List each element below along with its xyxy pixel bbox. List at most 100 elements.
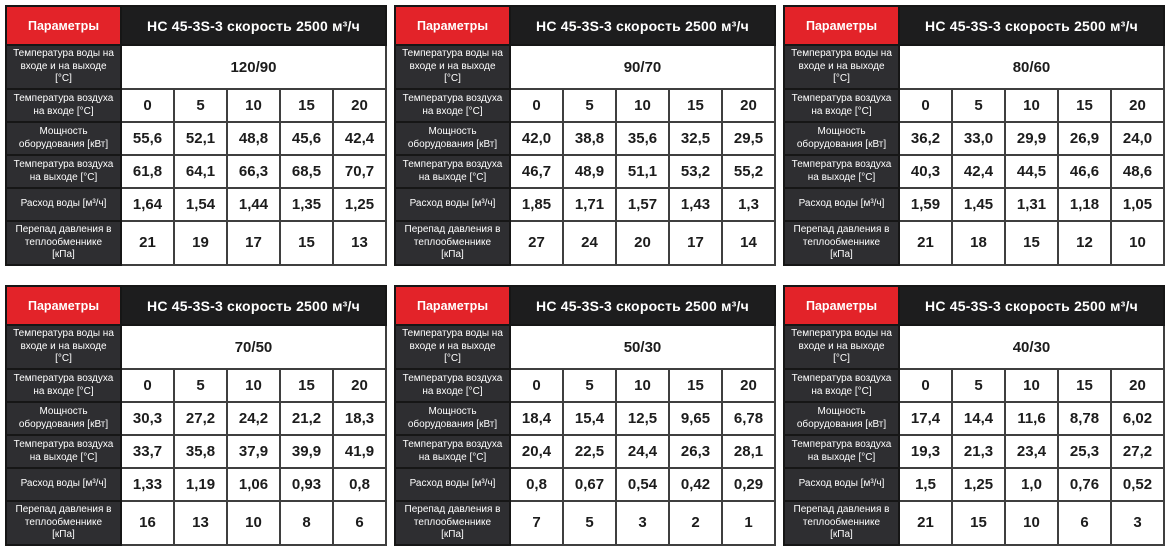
water-flow-label: Расход воды [м³/ч] (5, 467, 122, 502)
power-value: 6,02 (1110, 401, 1165, 436)
air-in-row: Температура воздуха на входе [°С] 0 5 10… (394, 88, 776, 123)
air-in-value: 20 (721, 368, 776, 403)
table-header-row: Параметры НС 45-3S-3 скорость 2500 м³/ч (5, 5, 387, 46)
pressure-drop-value: 10 (226, 500, 281, 546)
water-temp-value: 40/30 (898, 324, 1165, 370)
air-in-value: 5 (562, 368, 617, 403)
power-value: 18,4 (509, 401, 564, 436)
air-in-value: 0 (509, 88, 564, 123)
air-in-row: Температура воздуха на входе [°С] 0 5 10… (5, 88, 387, 123)
air-out-value: 28,1 (721, 434, 776, 469)
water-temp-label: Температура воды на входе и на выходе [°… (5, 44, 122, 90)
table-title: НС 45-3S-3 скорость 2500 м³/ч (509, 285, 776, 326)
table-header-row: Параметры НС 45-3S-3 скорость 2500 м³/ч (394, 5, 776, 46)
air-in-value: 15 (1057, 368, 1112, 403)
power-label: Мощность оборудования [кВт] (394, 121, 511, 156)
air-out-label: Температура воздуха на выходе [°С] (783, 154, 900, 189)
air-in-value: 0 (509, 368, 564, 403)
air-out-value: 41,9 (332, 434, 387, 469)
water-flow-label: Расход воды [м³/ч] (5, 187, 122, 222)
water-flow-value: 1,71 (562, 187, 617, 222)
air-out-row: Температура воздуха на выходе [°С] 33,7 … (5, 434, 387, 469)
power-label: Мощность оборудования [кВт] (394, 401, 511, 436)
power-label: Мощность оборудования [кВт] (5, 121, 122, 156)
air-out-value: 48,9 (562, 154, 617, 189)
water-flow-value: 1,33 (120, 467, 175, 502)
pressure-drop-value: 10 (1110, 220, 1165, 266)
air-out-value: 33,7 (120, 434, 175, 469)
water-flow-value: 0,76 (1057, 467, 1112, 502)
pressure-drop-row: Перепад давления в теплообменнике [кПа] … (394, 220, 776, 266)
water-temp-label: Температура воды на входе и на выходе [°… (783, 324, 900, 370)
parameters-header: Параметры (5, 285, 122, 326)
pressure-drop-value: 17 (668, 220, 723, 266)
air-in-value: 20 (721, 88, 776, 123)
air-in-value: 5 (173, 88, 228, 123)
air-in-value: 0 (120, 88, 175, 123)
spec-table: Параметры НС 45-3S-3 скорость 2500 м³/ч … (394, 285, 776, 546)
pressure-drop-value: 1 (721, 500, 776, 546)
air-in-value: 15 (668, 368, 723, 403)
water-flow-value: 1,43 (668, 187, 723, 222)
air-in-row: Температура воздуха на входе [°С] 0 5 10… (783, 88, 1165, 123)
water-temp-value: 70/50 (120, 324, 387, 370)
pressure-drop-value: 21 (120, 220, 175, 266)
power-value: 36,2 (898, 121, 953, 156)
air-in-value: 20 (332, 88, 387, 123)
power-value: 29,9 (1004, 121, 1059, 156)
air-out-label: Температура воздуха на выходе [°С] (5, 434, 122, 469)
pressure-drop-row: Перепад давления в теплообменнике [кПа] … (394, 500, 776, 546)
air-out-value: 51,1 (615, 154, 670, 189)
pressure-drop-value: 8 (279, 500, 334, 546)
power-value: 11,6 (1004, 401, 1059, 436)
table-header-row: Параметры НС 45-3S-3 скорость 2500 м³/ч (783, 5, 1165, 46)
power-label: Мощность оборудования [кВт] (783, 401, 900, 436)
air-out-value: 64,1 (173, 154, 228, 189)
power-value: 9,65 (668, 401, 723, 436)
pressure-drop-label: Перепад давления в теплообменнике [кПа] (394, 500, 511, 546)
pressure-drop-value: 15 (1004, 220, 1059, 266)
air-in-label: Температура воздуха на входе [°С] (5, 88, 122, 123)
pressure-drop-row: Перепад давления в теплообменнике [кПа] … (783, 220, 1165, 266)
air-in-value: 0 (120, 368, 175, 403)
water-flow-value: 1,31 (1004, 187, 1059, 222)
power-value: 45,6 (279, 121, 334, 156)
air-out-value: 24,4 (615, 434, 670, 469)
water-flow-value: 1,59 (898, 187, 953, 222)
water-flow-value: 1,3 (721, 187, 776, 222)
water-temp-value: 50/30 (509, 324, 776, 370)
air-out-value: 40,3 (898, 154, 953, 189)
air-out-value: 42,4 (951, 154, 1006, 189)
parameters-header: Параметры (5, 5, 122, 46)
pressure-drop-value: 10 (1004, 500, 1059, 546)
water-temp-value: 90/70 (509, 44, 776, 90)
water-flow-label: Расход воды [м³/ч] (783, 187, 900, 222)
power-value: 48,8 (226, 121, 281, 156)
air-in-value: 5 (173, 368, 228, 403)
water-flow-value: 1,19 (173, 467, 228, 502)
pressure-drop-value: 18 (951, 220, 1006, 266)
pressure-drop-row: Перепад давления в теплообменнике [кПа] … (783, 500, 1165, 546)
water-flow-value: 1,85 (509, 187, 564, 222)
pressure-drop-value: 6 (1057, 500, 1112, 546)
pressure-drop-value: 13 (173, 500, 228, 546)
air-in-value: 15 (279, 368, 334, 403)
air-out-label: Температура воздуха на выходе [°С] (5, 154, 122, 189)
air-out-value: 25,3 (1057, 434, 1112, 469)
air-in-value: 15 (668, 88, 723, 123)
air-out-row: Температура воздуха на выходе [°С] 19,3 … (783, 434, 1165, 469)
water-flow-value: 0,52 (1110, 467, 1165, 502)
air-in-label: Температура воздуха на входе [°С] (783, 368, 900, 403)
power-value: 42,0 (509, 121, 564, 156)
pressure-drop-value: 3 (615, 500, 670, 546)
table-title: НС 45-3S-3 скорость 2500 м³/ч (898, 5, 1165, 46)
water-temp-row: Температура воды на входе и на выходе [°… (783, 44, 1165, 90)
spec-table: Параметры НС 45-3S-3 скорость 2500 м³/ч … (5, 285, 387, 546)
pressure-drop-value: 13 (332, 220, 387, 266)
water-flow-value: 1,5 (898, 467, 953, 502)
water-flow-value: 1,54 (173, 187, 228, 222)
parameters-header: Параметры (783, 285, 900, 326)
water-flow-value: 1,35 (279, 187, 334, 222)
water-flow-row: Расход воды [м³/ч] 1,64 1,54 1,44 1,35 1… (5, 187, 387, 222)
pressure-drop-value: 14 (721, 220, 776, 266)
